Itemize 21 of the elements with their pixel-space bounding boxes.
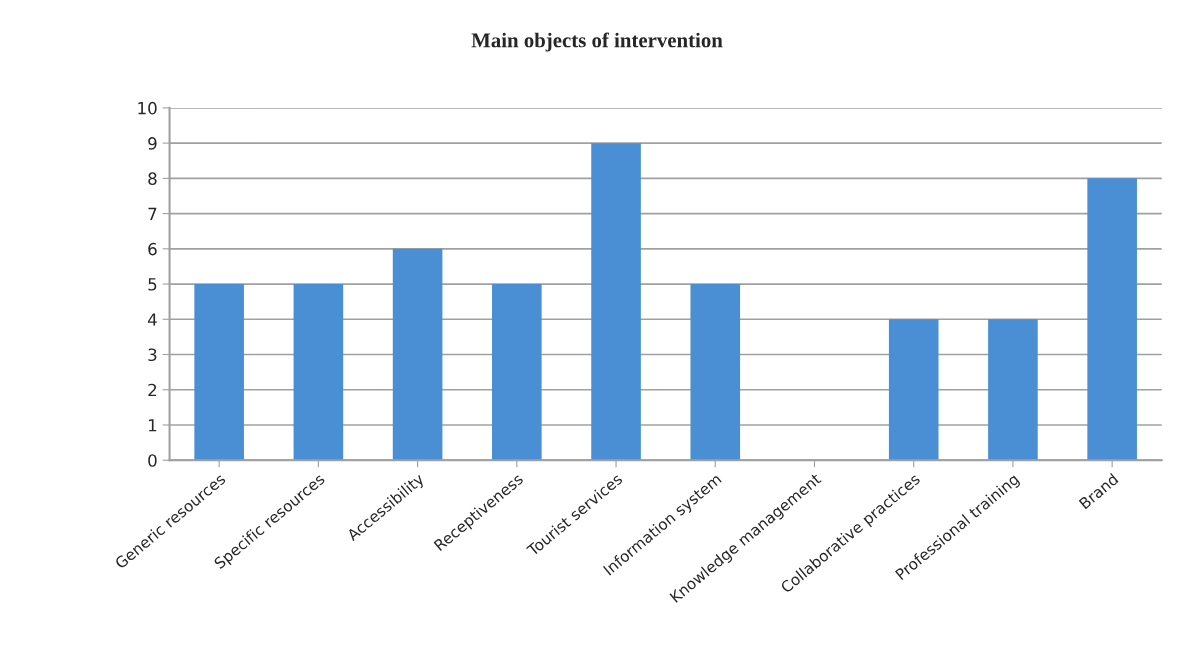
y-tick-label: 7	[148, 207, 157, 220]
y-tick-label: 4	[147, 313, 157, 326]
bar	[690, 284, 741, 461]
y-tick-label: 10	[138, 101, 157, 115]
bar	[392, 248, 443, 461]
bar	[888, 319, 939, 461]
y-tick-label: 2	[148, 383, 157, 397]
y-tick-label: 3	[148, 348, 157, 362]
bar	[492, 284, 542, 461]
bar	[591, 143, 641, 461]
y-tick-label: 8	[148, 172, 157, 185]
y-tick-label: 9	[148, 137, 157, 150]
y-tick-label: 5	[148, 278, 157, 291]
y-tick-label: 1	[148, 419, 157, 432]
bar	[194, 284, 244, 461]
bar	[1087, 178, 1137, 461]
y-tick-label: 0	[148, 454, 157, 467]
bar	[293, 284, 344, 461]
chart-title: Main objects of intervention	[471, 32, 723, 52]
bar	[988, 319, 1038, 461]
y-tick-label: 6	[148, 242, 157, 256]
